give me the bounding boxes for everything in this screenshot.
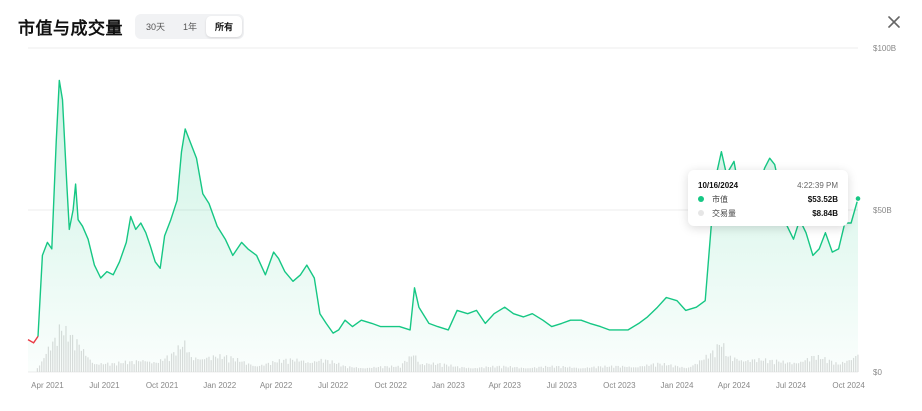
tooltip-market-cap-label: 市值: [712, 194, 728, 204]
y-tick-label: $100B: [873, 44, 896, 53]
x-tick-label: Oct 2024: [832, 381, 865, 390]
chart-title: 市值与成交量: [18, 18, 123, 38]
tooltip-date: 10/16/2024: [698, 180, 739, 190]
tooltip-market-cap-value: $53.52B: [807, 194, 838, 204]
x-tick-label: Jan 2022: [203, 381, 236, 390]
hover-marker: [854, 195, 862, 202]
x-tick-label: Apr 2024: [718, 381, 751, 390]
market-cap-area-fill: [28, 80, 858, 373]
x-tick-label: Jan 2024: [661, 381, 694, 390]
chart-header: 市值与成交量 30天 1年 所有: [18, 12, 245, 40]
x-tick-label: Jul 2023: [547, 381, 578, 390]
tab-1-year[interactable]: 1年: [183, 21, 198, 32]
x-tick-label: Oct 2022: [374, 381, 407, 390]
hover-point: [854, 195, 862, 202]
close-icon: [888, 16, 900, 28]
x-axis-ticks: Apr 2021 Jul 2021 Oct 2021 Jan 2022 Apr 2022…: [31, 381, 865, 390]
volume-legend-dot: [698, 210, 704, 216]
market-cap-line: [27, 79, 859, 344]
market-cap-area: [28, 80, 858, 373]
tooltip-volume-label: 交易量: [712, 208, 736, 218]
x-tick-label: Apr 2021: [31, 381, 64, 390]
market-cap-series-line: [37, 79, 859, 337]
time-range-tabs: 30天 1年 所有: [135, 13, 245, 39]
y-tick-label: $0: [873, 368, 882, 377]
close-button[interactable]: [886, 14, 902, 30]
x-tick-label: Jul 2024: [776, 381, 807, 390]
y-axis-ticks: $100B $50B $0: [873, 44, 896, 377]
x-tick-label: Apr 2023: [488, 381, 521, 390]
x-tick-label: Jul 2021: [89, 381, 120, 390]
market-cap-legend-dot: [698, 196, 704, 202]
chart-tooltip: 10/16/2024 4:22:39 PM 市值 $53.52B 交易量 $8.…: [688, 170, 848, 226]
tab-30-days[interactable]: 30天: [146, 21, 166, 32]
x-tick-label: Apr 2022: [260, 381, 293, 390]
x-tick-label: Oct 2023: [603, 381, 636, 390]
x-tick-label: Jan 2023: [432, 381, 465, 390]
market-cap-negative-segment: [27, 336, 39, 344]
tab-all[interactable]: 所有: [206, 15, 243, 37]
x-tick-label: Oct 2021: [146, 381, 179, 390]
tooltip-time: 4:22:39 PM: [797, 180, 838, 190]
x-tick-label: Jul 2022: [318, 381, 349, 390]
y-tick-label: $50B: [873, 206, 892, 215]
tooltip-volume-value: $8.84B: [812, 208, 838, 218]
